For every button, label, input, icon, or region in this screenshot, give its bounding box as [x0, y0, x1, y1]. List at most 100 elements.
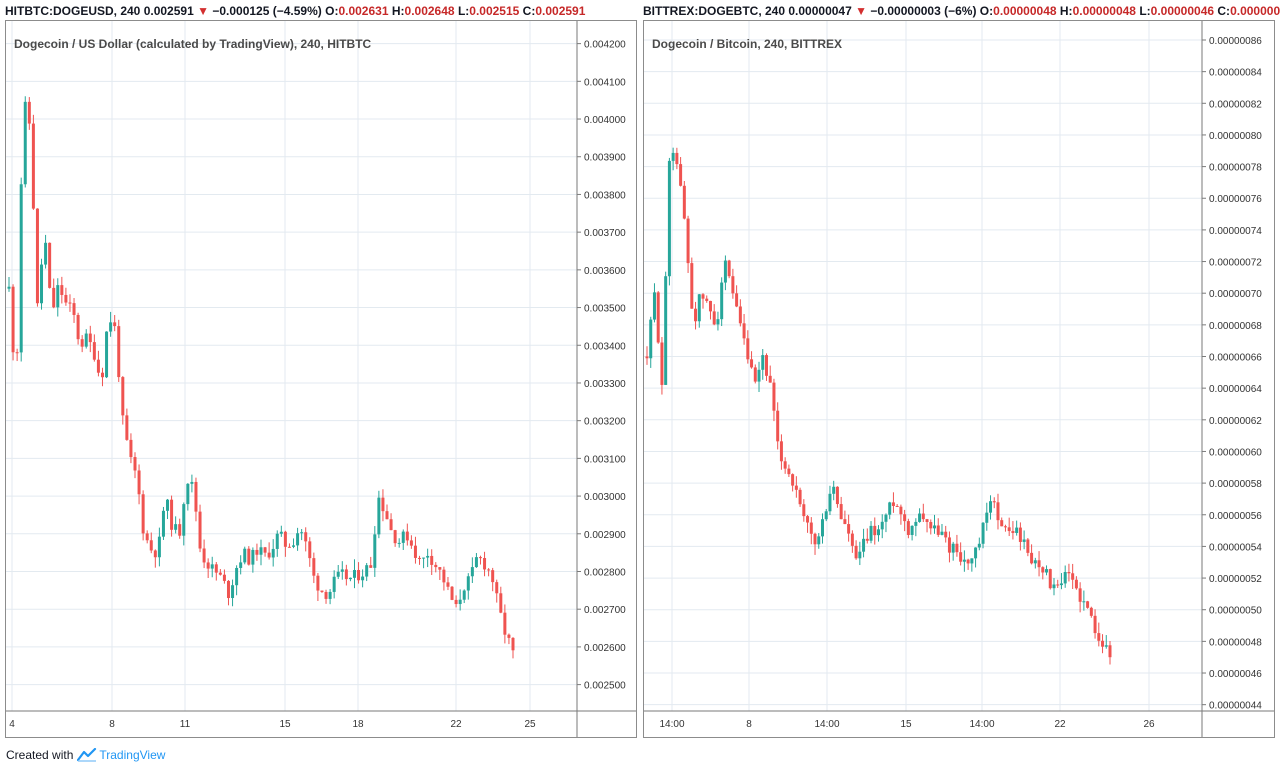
candle-up: [985, 512, 989, 523]
candle-up: [858, 551, 862, 559]
candle-down: [255, 549, 259, 555]
candle-down: [1007, 527, 1011, 532]
candle-down: [738, 306, 742, 324]
left-chart-panel[interactable]: 0.004200 0.004100 0.004000 0.003900 0.003800…: [5, 20, 637, 738]
candle-up: [279, 531, 283, 534]
candle-down: [64, 294, 68, 303]
candle-down: [450, 586, 454, 600]
candle-up: [352, 570, 356, 578]
candle-up: [667, 160, 671, 277]
right-chart-title: Dogecoin / Bitcoin, 240, BITTREX: [652, 37, 843, 51]
y-tick-label: 0.00000068: [1209, 321, 1262, 332]
left-chart-svg[interactable]: 0.004200 0.004100 0.004000 0.003900 0.003800…: [6, 21, 637, 738]
candle-down: [966, 559, 970, 564]
y-tick-label: 0.00000062: [1209, 416, 1262, 427]
candle-down: [839, 504, 843, 520]
candle-up: [1059, 583, 1063, 586]
candle-down: [113, 322, 117, 327]
candle-up: [348, 577, 352, 580]
candle-up: [977, 543, 981, 548]
y-tick-label: 0.00000080: [1209, 131, 1262, 142]
candle-down: [369, 565, 373, 568]
candle-up: [869, 525, 873, 541]
candle-up: [109, 322, 113, 332]
left-open-label: O:: [325, 4, 339, 18]
y-tick-label: 0.003400: [584, 341, 626, 352]
left-close: 0.002591: [535, 4, 586, 18]
candle-down: [96, 359, 100, 373]
candle-up: [817, 536, 821, 545]
candle-down: [48, 242, 52, 288]
candle-down: [304, 532, 308, 542]
candle-down: [446, 582, 450, 587]
candle-down: [194, 481, 198, 512]
candle-down: [772, 382, 776, 411]
candle-up: [880, 521, 884, 530]
candle-down: [31, 123, 35, 209]
down-arrow-icon: ▼: [197, 4, 209, 18]
candle-down: [854, 545, 858, 559]
y-tick-label: 0.003200: [584, 417, 626, 428]
candle-up: [243, 548, 247, 563]
candle-down: [708, 300, 712, 312]
right-symbol: BITTREX:DOGEBTC, 240: [643, 4, 786, 18]
candle-up: [720, 282, 724, 320]
right-chart-panel[interactable]: 0.00000086 0.00000084 0.00000082 0.00000080…: [643, 20, 1275, 738]
candle-up: [989, 501, 993, 513]
candle-down: [247, 548, 251, 565]
tradingview-link[interactable]: TradingView: [77, 748, 165, 762]
candle-up: [697, 294, 701, 322]
candle-up: [1022, 539, 1026, 542]
candle-up: [23, 101, 27, 185]
candle-down: [899, 506, 903, 515]
candle-down: [121, 377, 125, 416]
candle-down: [454, 599, 458, 605]
x-tick-label: 14:00: [969, 719, 994, 730]
candle-down: [955, 543, 959, 553]
candle-up: [723, 260, 727, 283]
candle-down: [80, 339, 84, 347]
candle-down: [137, 470, 141, 495]
candle-down: [809, 522, 813, 534]
y-tick-label: 0.003300: [584, 379, 626, 390]
right-chart-svg[interactable]: 0.00000086 0.00000084 0.00000082 0.00000080…: [644, 21, 1275, 738]
candle-down: [776, 410, 780, 442]
y-tick-label: 0.002700: [584, 605, 626, 616]
candle-down: [660, 342, 664, 385]
candle-down: [843, 519, 847, 525]
x-tick-label: 14:00: [814, 719, 839, 730]
y-tick-label: 0.00000078: [1209, 163, 1262, 174]
candle-up: [458, 599, 462, 605]
candle-down: [865, 538, 869, 541]
candle-up: [862, 538, 866, 552]
footer-created-label: Created with: [6, 748, 74, 762]
candle-down: [438, 567, 442, 570]
candle-up: [649, 319, 653, 359]
candle-up: [292, 545, 296, 547]
candle-down: [1056, 584, 1060, 586]
candle-down: [694, 308, 698, 322]
candle-down: [798, 489, 802, 505]
candle-down: [791, 474, 795, 486]
candle-up: [1015, 527, 1019, 533]
footer: Created with TradingView: [6, 748, 165, 762]
candle-down: [712, 311, 716, 325]
candle-down: [764, 355, 768, 376]
candle-down: [779, 441, 783, 462]
candle-up: [970, 558, 974, 564]
candle-up: [884, 514, 888, 522]
y-tick-label: 0.003600: [584, 266, 626, 277]
candle-down: [959, 552, 963, 562]
candle-up: [462, 590, 466, 600]
candle-down: [873, 525, 877, 536]
candle-up: [40, 264, 44, 304]
candle-down: [750, 359, 754, 368]
candle-up: [44, 242, 48, 265]
candle-down: [1018, 527, 1022, 542]
x-tick-label: 8: [746, 719, 752, 730]
candle-down: [442, 569, 446, 583]
y-tick-label: 0.00000054: [1209, 542, 1262, 553]
candle-down: [690, 263, 694, 309]
candle-down: [117, 326, 121, 378]
candle-down: [125, 415, 129, 440]
